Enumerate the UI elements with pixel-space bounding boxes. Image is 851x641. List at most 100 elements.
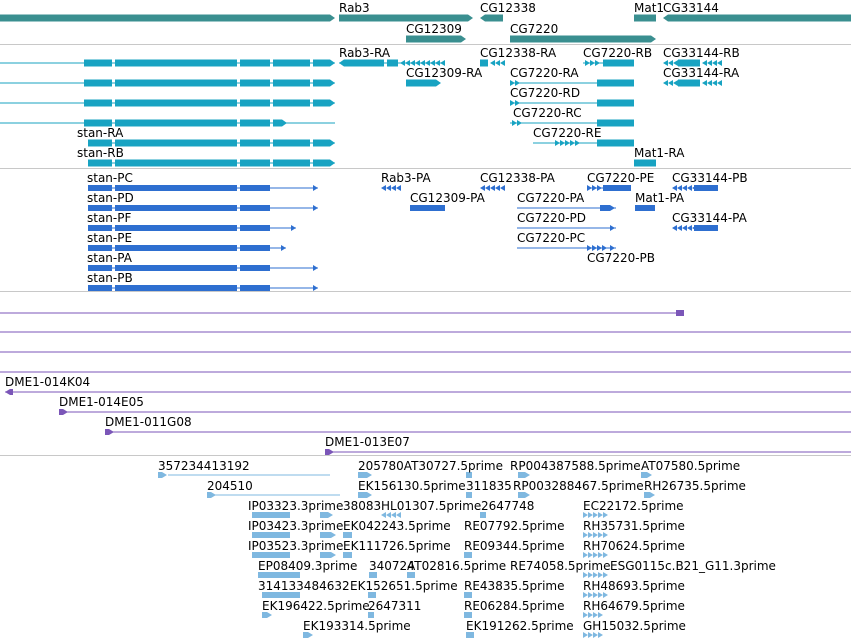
est-glyph[interactable] [320,532,336,538]
exon-block[interactable] [273,139,310,147]
protein-label[interactable]: stan-PA [87,251,132,265]
strand-chevron[interactable] [415,60,420,66]
exon-block[interactable] [597,119,634,127]
est-glyph[interactable] [480,512,486,518]
strand-chevron[interactable] [420,60,425,66]
exon-block[interactable] [480,59,488,67]
strand-chevron[interactable] [583,552,588,558]
strand-chevron[interactable] [593,592,598,598]
est-label[interactable]: RH70624.5prime [583,539,685,553]
exon-block[interactable] [603,59,634,67]
protein-label[interactable]: CG12309-PA [410,191,485,205]
est-glyph[interactable] [644,492,655,498]
est-label[interactable]: EC22172.5prime [583,499,684,513]
est-glyph[interactable] [258,572,300,578]
strand-chevron[interactable] [490,185,495,191]
exon-block[interactable] [88,139,112,147]
exon-block[interactable] [84,59,112,67]
exon-block[interactable] [694,185,718,191]
gene-label[interactable]: CG12309 [406,22,462,36]
gene-bar[interactable] [634,14,656,22]
est-glyph[interactable] [252,552,290,558]
est-glyph[interactable] [252,532,290,538]
strand-chevron[interactable] [400,60,405,66]
exon-block[interactable] [240,265,270,271]
strand-chevron[interactable] [588,572,593,578]
exon-block[interactable] [115,285,237,291]
est-glyph[interactable] [466,492,472,498]
gene-label[interactable]: Mat1 [634,1,665,15]
strand-chevron[interactable] [480,185,485,191]
strand-chevron[interactable] [687,225,692,231]
gene-label[interactable]: CG33144 [663,1,719,15]
strand-chevron[interactable] [592,245,597,251]
strand-chevron[interactable] [673,80,678,86]
exon-block[interactable] [88,265,112,271]
strand-chevron[interactable] [583,592,588,598]
strand-chevron[interactable] [672,225,677,231]
clone-end[interactable] [59,409,68,415]
strand-chevron[interactable] [598,592,603,598]
protein-label[interactable]: Mat1-PA [635,191,685,205]
exon-block[interactable] [694,225,718,231]
clone-label[interactable]: DME1-014E05 [59,395,144,409]
gene-bar[interactable] [339,14,473,22]
est-glyph[interactable] [518,492,530,498]
strand-chevron[interactable] [440,205,445,211]
transcript-label[interactable]: Rab3-RA [339,46,391,60]
strand-chevron[interactable] [313,285,318,291]
est-glyph[interactable] [343,552,352,558]
strand-chevron[interactable] [603,572,608,578]
est-glyph[interactable] [358,492,372,498]
est-label[interactable]: IP03323.3prime [248,499,344,513]
strand-chevron[interactable] [668,80,673,86]
protein-label[interactable]: Rab3-PA [381,171,431,185]
protein-label[interactable]: stan-PE [87,231,133,245]
strand-chevron[interactable] [598,512,603,518]
strand-chevron[interactable] [673,60,678,66]
est-label[interactable]: EP08409.3prime [258,559,358,573]
exon-block[interactable] [115,205,237,211]
strand-chevron[interactable] [717,80,722,86]
protein-label[interactable]: CG7220-PE [587,171,655,185]
strand-chevron[interactable] [495,185,500,191]
est-label[interactable]: EK111726.5prime [343,539,451,553]
exon-block[interactable] [387,59,398,67]
est-glyph[interactable] [368,592,376,598]
strand-chevron[interactable] [588,612,593,618]
est-label[interactable]: RH64679.5prime [583,599,685,613]
strand-chevron[interactable] [682,225,687,231]
strand-chevron[interactable] [610,245,615,251]
exon-block[interactable] [240,159,270,167]
strand-chevron[interactable] [396,512,401,518]
strand-chevron[interactable] [593,552,598,558]
strand-chevron[interactable] [588,512,593,518]
strand-chevron[interactable] [593,572,598,578]
exon-block[interactable] [600,205,610,211]
strand-chevron[interactable] [512,120,517,126]
gene-label[interactable]: CG7220 [510,22,559,36]
strand-chevron[interactable] [663,80,668,86]
est-label[interactable]: RP004387588.5prime [510,459,641,473]
est-label[interactable]: HL01307.5prime [381,499,482,513]
exon-block[interactable] [115,265,237,271]
est-glyph[interactable] [158,472,167,478]
est-glyph[interactable] [518,472,530,478]
strand-chevron[interactable] [588,552,593,558]
strand-chevron[interactable] [712,60,717,66]
strand-chevron[interactable] [583,532,588,538]
exon-block[interactable] [240,99,270,107]
strand-chevron[interactable] [603,592,608,598]
exon-block[interactable] [115,159,237,167]
strand-chevron[interactable] [495,60,500,66]
transcript-label[interactable]: stan-RA [77,126,124,140]
exon-block[interactable] [240,225,270,231]
clone-label[interactable]: DME1-013E07 [325,435,410,449]
est-glyph[interactable] [252,512,290,518]
est-glyph[interactable] [641,472,652,478]
strand-chevron[interactable] [281,245,286,251]
est-glyph[interactable] [343,532,352,538]
est-label[interactable]: RP003288467.5prime [513,479,644,493]
exon-block[interactable] [240,285,270,291]
clone-end[interactable] [5,389,13,395]
